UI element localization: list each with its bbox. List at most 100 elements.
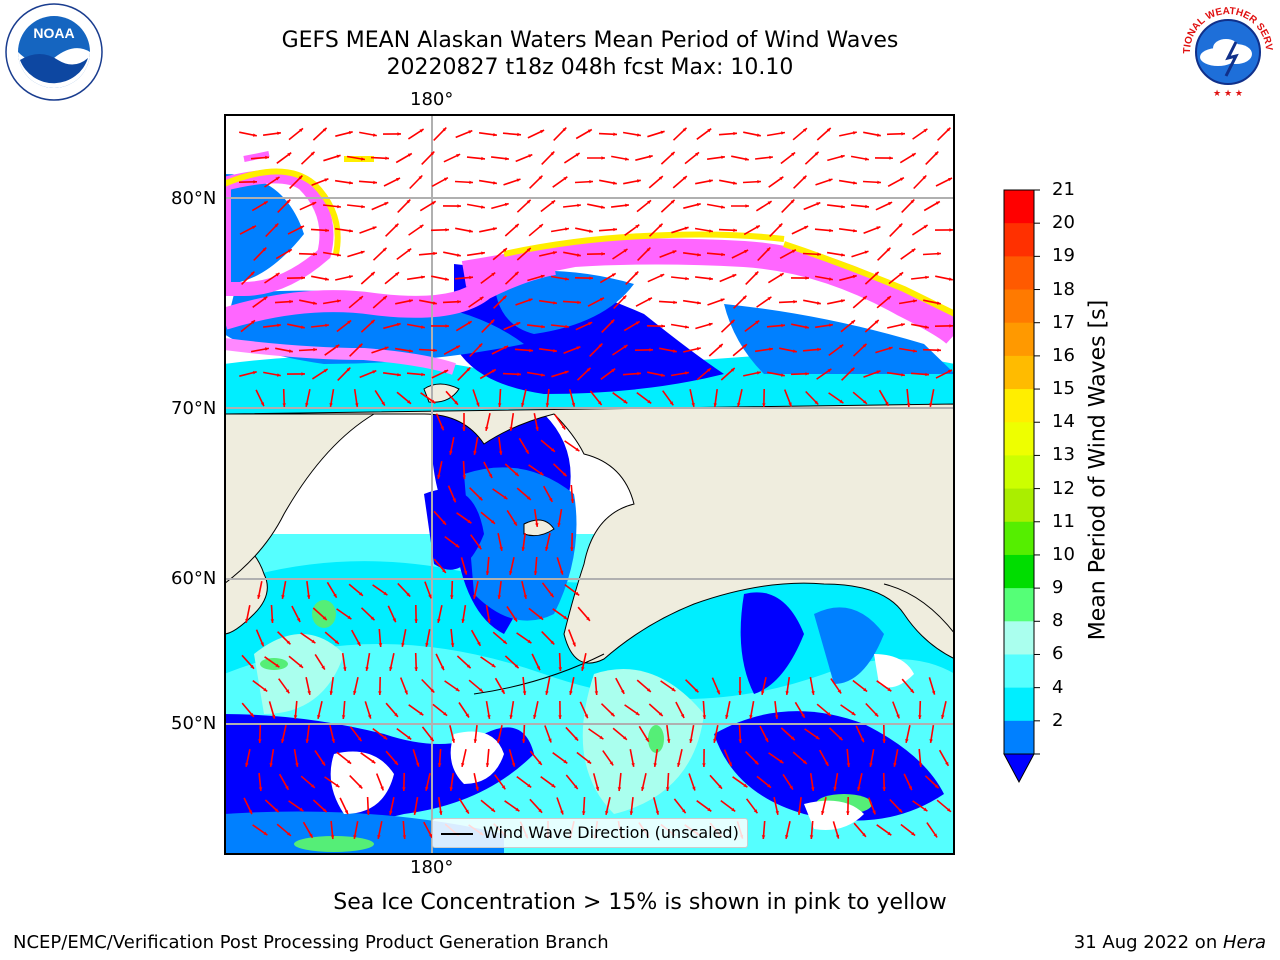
wind-wave-arrowhead [623,399,628,404]
sea-ice-note: Sea Ice Concentration > 15% is shown in … [333,890,947,915]
wind-wave-arrowhead [450,595,454,599]
wind-wave-arrowhead [793,300,797,304]
wind-wave-arrowhead [394,223,399,228]
wind-wave-arrowhead [850,367,855,372]
wind-wave-arrowhead [469,180,473,184]
wind-wave-arrowhead [860,738,864,743]
wind-wave-arrowhead [348,275,353,279]
wind-wave-arrowhead [529,348,533,353]
wind-wave-arrowhead [329,691,333,695]
wind-wave-arrowhead [949,228,953,232]
wind-wave-arrowhead [365,667,369,671]
wind-wave-arrowhead [310,151,315,156]
wind-wave-arrowhead [514,271,519,276]
wind-wave-arrowhead [498,403,502,407]
wind-wave-arrowhead [889,156,893,160]
wind-wave-arrowhead [263,831,268,836]
wind-wave-arrowhead [863,687,868,692]
wind-wave-arrowhead [833,787,837,791]
wind-wave-arrowhead [598,401,602,405]
wind-wave-arrowhead [473,594,477,599]
wind-wave-arrowhead [487,715,491,719]
wind-wave-arrowhead [511,762,516,767]
wind-wave-arrowhead [937,301,941,305]
wind-wave-arrowhead [563,759,568,764]
wind-wave-arrowhead [389,810,393,815]
wind-wave-arrowhead [429,833,433,838]
wind-wave-arrowhead [505,157,509,161]
wind-wave-arrowhead [948,178,952,182]
wind-wave-arrowhead [682,809,686,814]
wind-wave-arrowhead [677,762,681,767]
lat-label-70: 70°N [171,398,217,419]
wind-wave-arrowhead [605,810,609,815]
wind-wave-arrowhead [791,249,796,253]
wind-wave-arrowhead [312,202,317,206]
wind-wave-arrowhead [377,835,381,839]
wind-wave-arrowhead [491,663,496,668]
wind-wave-arrowhead [485,763,490,767]
wind-wave-arrowhead [790,199,795,204]
wind-wave-arrowhead [778,223,783,228]
wind-wave-arrowhead [444,277,449,281]
wind-wave-arrowhead [250,713,254,717]
wind-wave-arrowhead [901,132,905,136]
wind-wave-arrowhead [295,763,299,767]
wind-wave-arrowhead [359,296,363,300]
wind-wave-arrowhead [265,155,269,160]
wind-wave-arrowhead [680,714,685,718]
wind-wave-arrowhead [733,131,737,136]
wind-wave-arrowhead [697,301,701,305]
colorbar-swatch [1004,355,1034,390]
lat-label-80: 80°N [171,188,217,209]
wind-wave-arrowhead [781,131,785,135]
wind-wave-arrowhead [504,202,509,207]
colorbar-swatch [1004,687,1034,722]
wind-wave-arrowhead [389,666,393,671]
wind-wave-arrowhead [852,131,857,135]
wind-wave-arrowhead [911,248,916,253]
wind-wave-arrowhead [582,811,586,815]
colorbar-swatch [1004,554,1034,589]
wind-wave-arrowhead [551,200,556,205]
noaa-logo-text: NOAA [33,25,74,41]
wind-wave-arrowhead [754,760,759,765]
wind-wave-arrowhead [285,785,289,790]
wind-wave-arrowhead [322,808,327,813]
wind-wave-arrowhead [404,690,408,695]
wind-wave-arrowhead [893,763,897,767]
legend-label: Wind Wave Direction (unscaled) [483,823,739,842]
wind-wave-arrowhead [587,759,592,764]
wind-wave-arrowhead [874,712,879,717]
wind-wave-arrowhead [526,496,531,500]
wind-wave-arrowhead [601,156,605,160]
wind-wave-arrowhead [407,735,412,740]
wind-wave-arrowhead [631,763,635,767]
wind-wave-arrowhead [462,475,466,479]
wind-wave-arrowhead [536,666,540,671]
wind-wave-arrowhead [733,228,737,232]
wind-wave-arrowhead [569,691,573,695]
wind-wave-arrowhead [324,178,329,182]
wind-wave-arrowhead [838,736,843,741]
colorbar-tick-label: 15 [1052,378,1075,400]
wind-wave-arrowhead [682,127,687,132]
wind-wave-arrowhead [623,249,628,253]
colorbar-tick-label: 4 [1052,676,1064,698]
colorbar-swatch [1004,621,1034,655]
wind-wave-arrowhead [923,807,928,812]
wind-wave-arrowhead [887,296,891,300]
wind-wave-arrowhead [257,594,261,599]
wind-wave-arrowhead [637,179,641,183]
wind-wave-arrowhead [635,321,640,325]
wind-wave-arrowhead [732,274,737,278]
wind-wave-arrowhead [522,691,527,695]
wind-wave-arrowhead [429,737,434,742]
wind-wave-arrowhead [846,811,850,815]
wind-wave-arrowhead [725,714,729,719]
wind-wave-arrowhead [503,640,507,644]
wind-wave-arrowhead [761,690,765,695]
wind-wave-arrowhead [779,273,784,277]
wind-wave-arrowhead [658,223,663,228]
colorbar-tick-label: 9 [1052,577,1064,599]
